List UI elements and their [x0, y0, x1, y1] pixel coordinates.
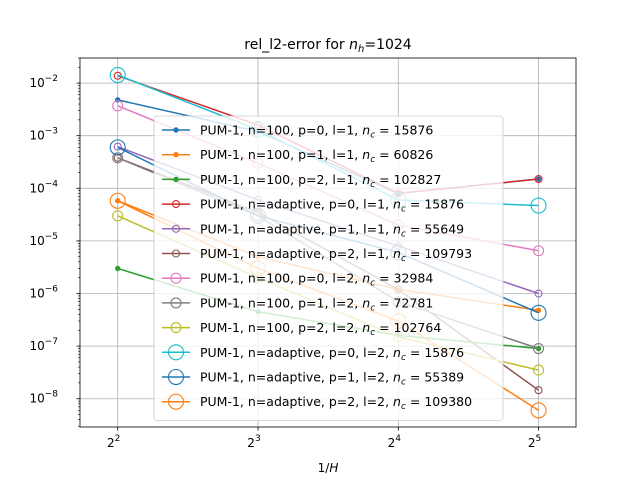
x-tick-label: 25: [528, 434, 541, 450]
legend-entry: PUM-1, n=100, p=1, l=2, nc = 72781: [162, 295, 433, 313]
legend-label: PUM-1, n=100, p=0, l=1, nc = 15876: [200, 123, 433, 141]
data-point: [113, 142, 122, 151]
x-tick-label: 23: [247, 434, 260, 450]
y-tick-label: 10−5: [29, 232, 58, 248]
data-point: [533, 342, 545, 355]
data-point: [530, 402, 547, 419]
plot-frame: [79, 57, 577, 428]
data-point: [112, 152, 124, 164]
legend-entry: PUM-1, n=100, p=0, l=1, nc = 15876: [162, 123, 433, 141]
data-point: [112, 100, 124, 112]
legend-label: PUM-1, n=100, p=1, l=2, nc = 72781: [200, 295, 433, 313]
data-point: [171, 224, 181, 233]
legend-entry: PUM-1, n=adaptive, p=0, l=2, nc = 15876: [162, 344, 464, 363]
y-tick-label: 10−8: [29, 390, 58, 406]
data-point: [170, 272, 182, 284]
legend-box: [153, 115, 504, 421]
legend-label: PUM-1, n=adaptive, p=1, l=2, nc = 55389: [200, 370, 464, 388]
data-point: [533, 245, 545, 257]
data-point: [534, 174, 543, 184]
legend-label: PUM-1, n=adaptive, p=0, l=2, nc = 15876: [200, 345, 464, 363]
legend-entry: PUM-1, n=100, p=0, l=2, nc = 32984: [162, 271, 433, 289]
data-point: [115, 265, 121, 272]
data-point: [534, 386, 543, 395]
data-point: [113, 153, 122, 162]
data-point: [109, 139, 126, 156]
data-point: [530, 304, 547, 321]
data-point: [167, 368, 185, 386]
data-point: [173, 176, 179, 183]
data-point: [173, 152, 179, 158]
legend-entry: PUM-1, n=100, p=2, l=2, nc = 102764: [162, 320, 441, 338]
y-tick-label: 10−3: [29, 127, 58, 143]
data-point: [534, 289, 543, 298]
legend-entry: PUM-1, n=100, p=1, l=1, nc = 60826: [162, 147, 433, 165]
x-axis-label: 1/H: [318, 461, 339, 475]
legend-label: PUM-1, n=100, p=2, l=2, nc = 102764: [200, 320, 441, 338]
legend-entry: PUM-1, n=adaptive, p=1, l=1, nc = 55649: [162, 221, 464, 239]
legend-entry: PUM-1, n=100, p=2, l=1, nc = 102827: [162, 172, 441, 190]
data-point: [170, 322, 182, 334]
legend-label: PUM-1, n=100, p=1, l=1, nc = 60826: [200, 147, 433, 165]
data-point: [167, 393, 185, 410]
legend-label: PUM-1, n=100, p=0, l=2, nc = 32984: [200, 271, 433, 289]
data-point: [112, 210, 124, 222]
data-point: [170, 297, 182, 309]
data-point: [171, 200, 181, 209]
data-point: [171, 249, 181, 258]
legend-entry: PUM-1, n=adaptive, p=2, l=2, nc = 109380: [162, 393, 472, 412]
x-tick-label: 22: [107, 434, 120, 450]
data-point: [109, 192, 126, 209]
legend-entry: PUM-1, n=adaptive, p=2, l=1, nc = 109793: [162, 246, 472, 264]
legend-entry: PUM-1, n=adaptive, p=1, l=2, nc = 55389: [162, 368, 464, 388]
data-point: [173, 127, 179, 133]
legend-label: PUM-1, n=adaptive, p=0, l=1, nc = 15876: [200, 197, 464, 215]
y-tick-label: 10−4: [29, 179, 58, 195]
data-point: [530, 197, 547, 214]
legend-entry: PUM-1, n=adaptive, p=0, l=1, nc = 15876: [162, 197, 464, 215]
data-point: [167, 344, 185, 361]
legend-label: PUM-1, n=adaptive, p=1, l=1, nc = 55649: [200, 221, 464, 239]
legend-label: PUM-1, n=adaptive, p=2, l=1, nc = 109793: [200, 246, 472, 264]
chart-title: rel_l2-error for nh=1024: [244, 37, 412, 55]
legend: PUM-1, n=100, p=0, l=1, nc = 15876 PUM-1,…: [153, 115, 504, 421]
y-tick-label: 10−7: [29, 337, 58, 353]
y-tick-label: 10−6: [29, 285, 58, 301]
x-tick-label: 24: [388, 434, 402, 450]
data-point: [533, 364, 545, 376]
axis-ticks: 22 23 24 25 10−8 10−7 10−6 10−5 10−4 10−3 10−2: [29, 57, 541, 450]
legend-label: PUM-1, n=adaptive, p=2, l=2, nc = 109380: [200, 394, 472, 412]
y-tick-label: 10−2: [29, 74, 58, 90]
data-point: [109, 67, 126, 84]
legend-label: PUM-1, n=100, p=2, l=1, nc = 102827: [200, 172, 441, 190]
